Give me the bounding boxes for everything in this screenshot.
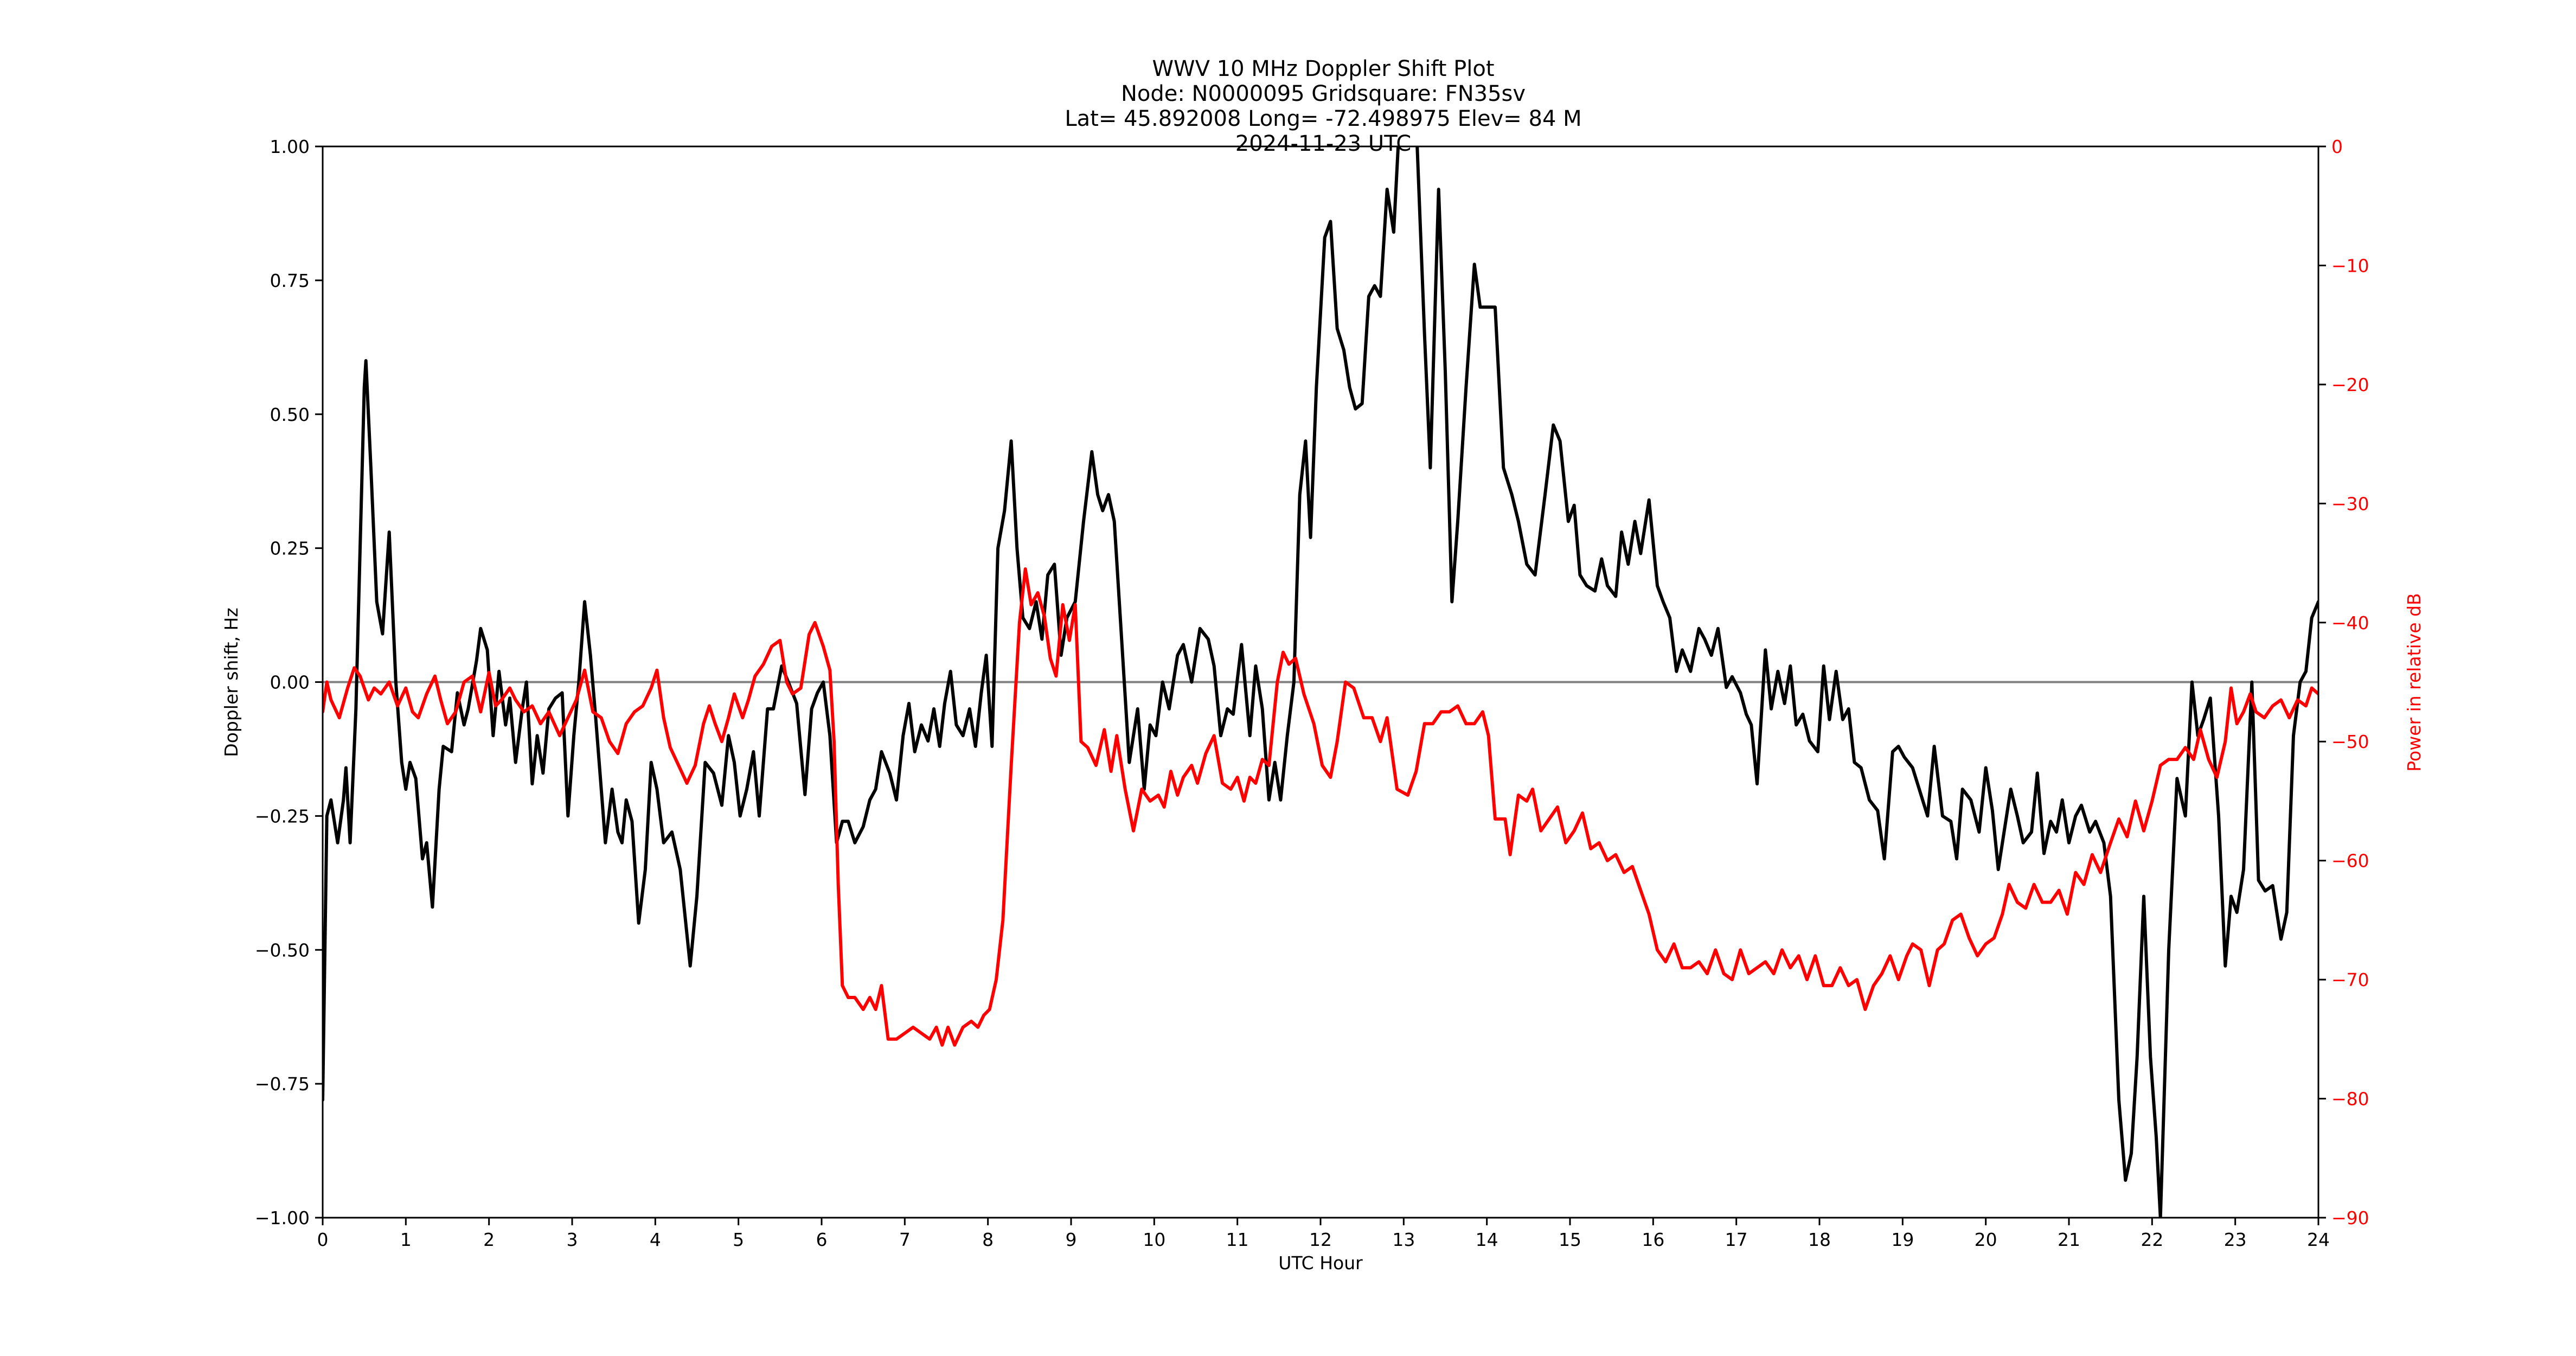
chart-subtitle-location: Lat= 45.892008 Long= -72.498975 Elev= 84…	[1065, 106, 1581, 131]
chart-subtitle-node: Node: N0000095 Gridsquare: FN35sv	[1121, 81, 1526, 106]
y-tick-label-left: −0.50	[255, 939, 310, 961]
x-axis: 0 1 2 3 4 5 6 7 8 9 10 11 12 13 14 15 16 17 18 19 20 21 22 23 24	[317, 1218, 2330, 1250]
x-tick-label: 11	[1226, 1229, 1249, 1250]
x-tick-label: 22	[2141, 1229, 2163, 1250]
x-tick-label: 7	[899, 1229, 911, 1250]
y-tick-label-right: −10	[2331, 255, 2369, 276]
x-tick-label: 6	[816, 1229, 828, 1250]
y-tick-label-left: −1.00	[255, 1207, 310, 1229]
y-tick-label-left: −0.25	[255, 805, 310, 827]
y-tick-label-left: 0.75	[270, 270, 310, 291]
y-tick-label-right: 0	[2331, 136, 2343, 157]
x-tick-label: 1	[400, 1229, 412, 1250]
y-tick-label-left: 0.50	[270, 404, 310, 425]
x-tick-label: 19	[1891, 1229, 1914, 1250]
x-axis-label: UTC Hour	[1278, 1252, 1363, 1274]
y-tick-label-right: −90	[2331, 1207, 2369, 1229]
x-tick-label: 23	[2224, 1229, 2247, 1250]
x-tick-label: 16	[1642, 1229, 1664, 1250]
x-tick-label: 18	[1808, 1229, 1831, 1250]
x-tick-label: 9	[1066, 1229, 1077, 1250]
doppler-series-line	[323, 146, 2318, 1218]
x-tick-label: 8	[982, 1229, 994, 1250]
power-series-line	[323, 567, 2318, 1047]
y-tick-label-right: −30	[2331, 493, 2369, 514]
y-tick-label-left: −0.75	[255, 1073, 310, 1095]
y-tick-label-right: −40	[2331, 612, 2369, 634]
y-tick-label-left: 0.25	[270, 538, 310, 559]
x-tick-label: 5	[733, 1229, 744, 1250]
chart-title-block: WWV 10 MHz Doppler Shift Plot Node: N000…	[1065, 56, 1581, 156]
y-axis-right: 0 −10 −20 −30 −40 −50 −60 −70 −80 −90	[2318, 136, 2369, 1229]
x-tick-label: 13	[1392, 1229, 1415, 1250]
y-tick-label-right: −20	[2331, 374, 2369, 395]
y-tick-label-right: −50	[2331, 731, 2369, 752]
y-tick-label-left: 0.00	[270, 672, 310, 693]
x-tick-label: 4	[650, 1229, 661, 1250]
x-tick-label: 20	[1975, 1229, 1997, 1250]
y-axis-label-left: Doppler shift, Hz	[221, 607, 242, 757]
x-tick-label: 15	[1559, 1229, 1581, 1250]
y-tick-label-right: −70	[2331, 969, 2369, 990]
plot-area	[323, 146, 2318, 1218]
chart-title: WWV 10 MHz Doppler Shift Plot	[1152, 56, 1494, 81]
x-tick-label: 12	[1309, 1229, 1332, 1250]
x-tick-label: 14	[1476, 1229, 1498, 1250]
x-tick-label: 17	[1725, 1229, 1748, 1250]
x-tick-label: 0	[317, 1229, 329, 1250]
y-axis-left: 1.00 0.75 0.50 0.25 0.00 −0.25 −0.50 −0.75 −1.00	[255, 136, 323, 1229]
x-tick-label: 24	[2307, 1229, 2330, 1250]
x-tick-label: 3	[567, 1229, 578, 1250]
x-tick-label: 2	[483, 1229, 495, 1250]
y-axis-label-right: Power in relative dB	[2404, 593, 2425, 771]
x-tick-label: 10	[1143, 1229, 1165, 1250]
x-tick-label: 21	[2058, 1229, 2080, 1250]
y-tick-label-right: −80	[2331, 1089, 2369, 1110]
y-tick-label-right: −60	[2331, 850, 2369, 872]
y-tick-label-left: 1.00	[270, 136, 310, 157]
chart-subtitle-date: 2024-11-23 UTC	[1235, 131, 1411, 156]
